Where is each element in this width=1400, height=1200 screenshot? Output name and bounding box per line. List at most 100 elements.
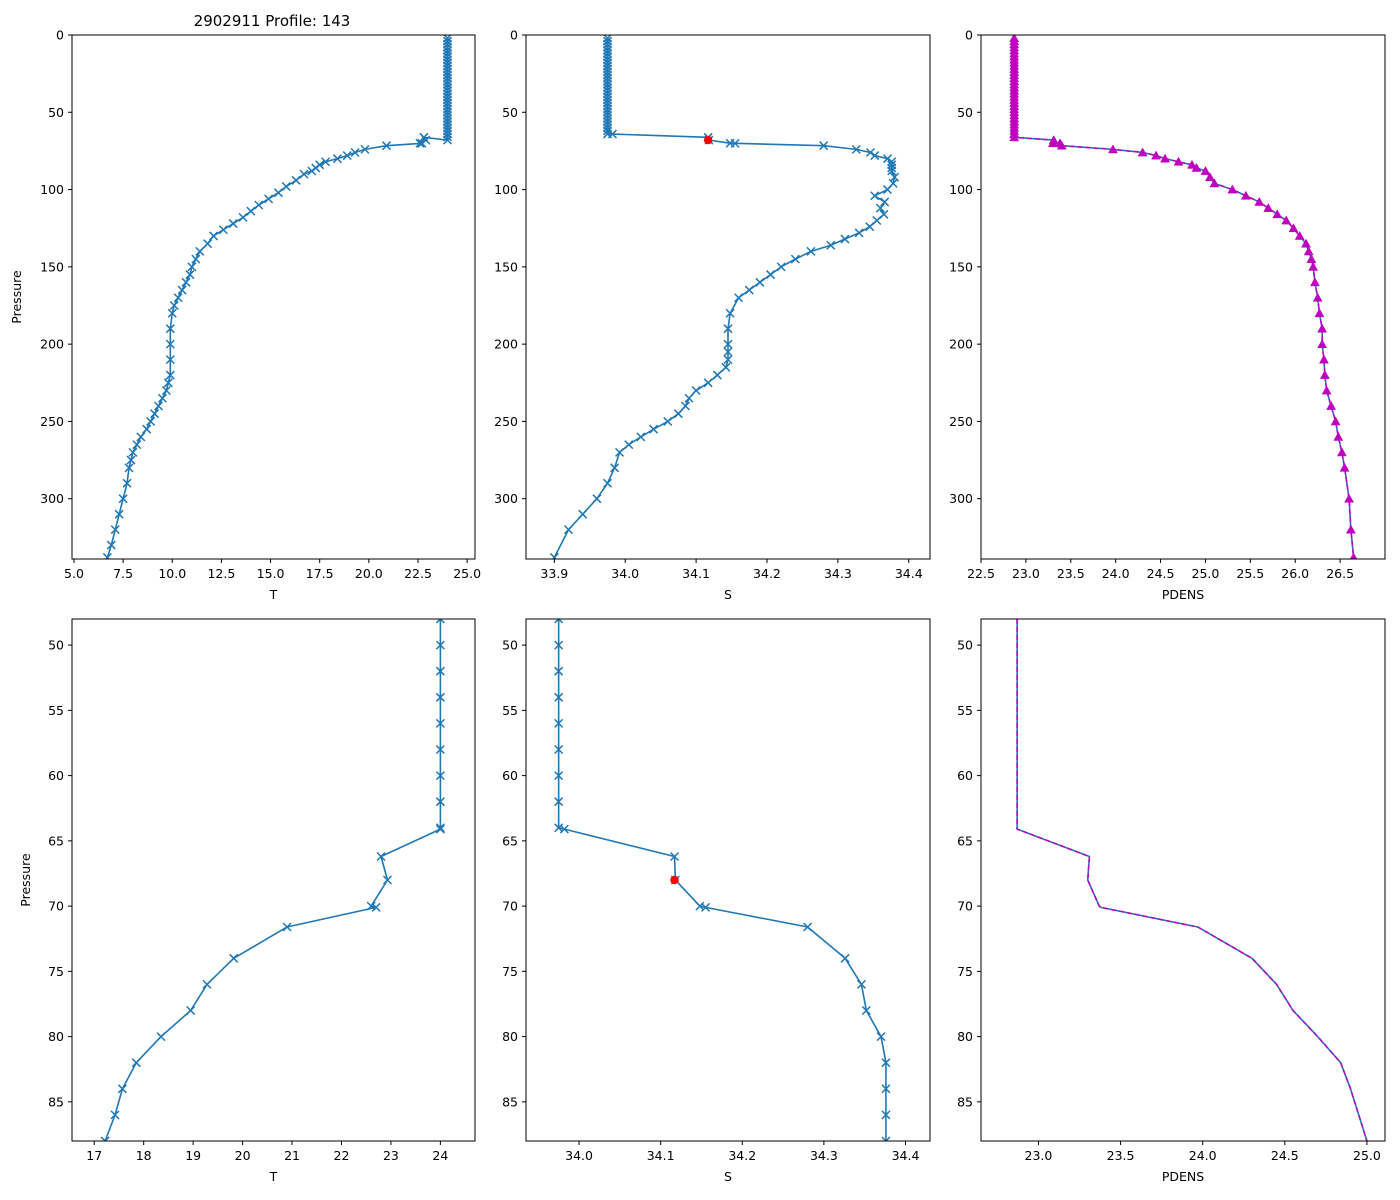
data-point (865, 222, 875, 232)
y-tick-label: 75 (502, 964, 518, 979)
data-point (371, 902, 381, 912)
data-point (1240, 190, 1251, 200)
data-point (435, 771, 445, 781)
data-point (723, 324, 733, 334)
data-point (673, 409, 683, 419)
data-point (691, 385, 701, 396)
panel-p-top-S: 33.9 34.0 34.1 34.2 34.3 34.4 0 50 100 150 200 250 3… (494, 28, 931, 602)
data-point (228, 219, 238, 229)
data-point (435, 744, 445, 755)
data-point (382, 875, 393, 885)
x-tick-label: 10.0 (158, 566, 186, 581)
y-tick-label: 80 (957, 1029, 973, 1044)
x-axis-label: S (724, 587, 732, 602)
x-tick-label: 22 (334, 1148, 350, 1163)
x-axis-label: S (724, 1169, 732, 1184)
data-point (856, 979, 866, 989)
data-point (723, 339, 733, 349)
axes-frame (525, 618, 931, 1142)
y-tick-label: 85 (48, 1094, 64, 1109)
y-tick-label: 150 (949, 259, 973, 274)
series-p-bot-T (100, 619, 445, 1141)
data-point (725, 308, 735, 318)
data-point (165, 339, 175, 349)
data-point (881, 1110, 891, 1120)
data-point (1288, 223, 1299, 233)
data-point (549, 552, 559, 559)
x-tick-label: 25.0 (1353, 1148, 1381, 1163)
y-tick-label: 60 (48, 768, 64, 783)
x-tick-label: 25.5 (1236, 566, 1264, 581)
y-tick-label: 50 (48, 638, 64, 653)
x-axis-label: PDENS (1162, 1169, 1204, 1184)
data-point (417, 138, 427, 148)
x-tick-label: 7.5 (113, 566, 133, 581)
x-tick-label: 34.3 (824, 566, 852, 581)
x-tick-label: 25.0 (1192, 566, 1220, 581)
x-tick-label: 24.5 (1271, 1148, 1299, 1163)
x-tick-label: 34.2 (753, 566, 781, 581)
y-tick-label: 300 (40, 491, 64, 506)
y-tick-label: 55 (502, 703, 518, 718)
data-point (851, 144, 861, 154)
data-point (1336, 447, 1347, 457)
y-tick-label: 300 (949, 491, 973, 506)
data-point (882, 154, 893, 164)
x-tick-label: 18 (136, 1148, 152, 1163)
y-tick-label: 100 (40, 182, 64, 197)
x-tick-label: 23 (383, 1148, 399, 1163)
y-tick-label: 80 (48, 1029, 64, 1044)
x-tick-label: 22.5 (404, 566, 432, 581)
data-point (128, 447, 138, 457)
panel-p-bot-PDENS: 23.0 23.5 24.0 24.5 25.0 50 55 60 65 70 75 80 85 PDEN… (957, 618, 1386, 1184)
y-tick-label: 100 (949, 182, 973, 197)
data-point (102, 552, 112, 559)
data-point (435, 640, 445, 650)
y-tick-label: 65 (48, 833, 64, 848)
data-point (156, 1032, 166, 1042)
data-point (554, 718, 564, 728)
y-tick-label: 60 (502, 768, 518, 783)
x-tick-label: 26.5 (1326, 566, 1354, 581)
y-tick-label: 75 (957, 964, 973, 979)
data-point (554, 640, 564, 650)
data-point (721, 362, 731, 372)
data-point (602, 478, 613, 488)
data-point (132, 440, 142, 450)
data-point (1321, 385, 1332, 395)
x-tick-label: 34.2 (728, 1148, 756, 1163)
y-tick-label: 50 (48, 105, 64, 120)
data-point (1339, 462, 1350, 472)
data-point (1047, 138, 1058, 148)
data-point (1317, 339, 1328, 348)
data-point (218, 225, 228, 235)
data-point (291, 175, 301, 185)
data-point (122, 478, 132, 488)
profile-line (553, 38, 896, 558)
x-tick-label: 34.1 (682, 566, 710, 581)
data-point (1009, 132, 1020, 142)
data-point (126, 455, 136, 465)
data-point (185, 270, 195, 280)
series-p-top-PDENS (1009, 35, 1358, 559)
data-point (881, 1058, 891, 1068)
y-tick-label: 250 (494, 414, 518, 429)
data-point (181, 277, 191, 287)
data-point (1306, 254, 1317, 263)
x-tick-label: 34.4 (892, 1148, 920, 1163)
data-point (840, 953, 850, 963)
y-tick-label: 200 (949, 337, 973, 352)
data-point (342, 151, 352, 161)
x-tick-label: 24.5 (1147, 566, 1175, 581)
data-point (376, 851, 386, 862)
data-point (209, 231, 219, 241)
data-point (1308, 261, 1319, 271)
data-point (755, 277, 765, 287)
data-point (360, 144, 370, 154)
data-point (1330, 416, 1341, 426)
data-point (887, 166, 897, 176)
data-point (607, 129, 618, 139)
x-tick-label: 12.5 (207, 566, 235, 581)
x-tick-label: 22.5 (967, 566, 995, 581)
